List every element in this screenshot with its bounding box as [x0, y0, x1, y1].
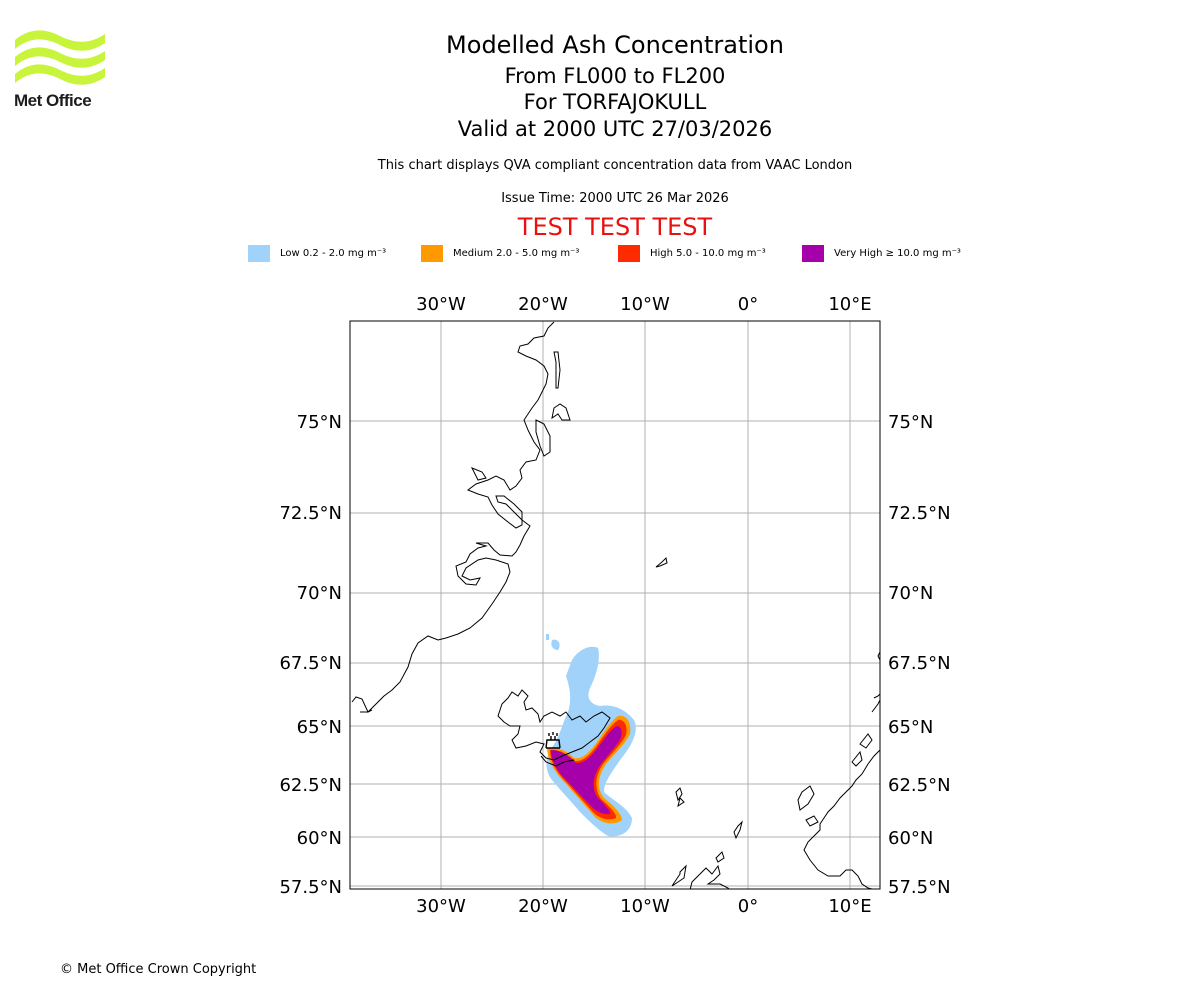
volcano-marker-icon — [545, 732, 561, 749]
lat-label-left-65n: 65°N — [297, 717, 342, 738]
lon-label-bottom-0: 0° — [738, 896, 758, 917]
legend-label-very-high: Very High ≥ 10.0 mg m⁻³ — [834, 248, 961, 259]
legend-item-low: Low 0.2 - 2.0 mg m⁻³ — [248, 245, 386, 262]
map-frame — [349, 320, 881, 890]
legend-label-medium: Medium 2.0 - 5.0 mg m⁻³ — [453, 248, 580, 259]
lat-label-left-57-5n: 57.5°N — [279, 877, 342, 898]
valid-time: Valid at 2000 UTC 27/03/2026 — [457, 117, 773, 141]
lat-label-left-75n: 75°N — [297, 412, 342, 433]
chart-description: This chart displays QVA compliant concen… — [377, 158, 853, 173]
lat-label-right-60n: 60°N — [888, 828, 933, 849]
lat-label-right-65n: 65°N — [888, 717, 933, 738]
lon-label-top-20w: 20°W — [518, 294, 568, 315]
ash-very-high-area — [551, 726, 622, 815]
test-banner: TEST TEST TEST — [517, 213, 713, 241]
coastlines — [351, 321, 880, 889]
lon-label-bottom-20w: 20°W — [518, 896, 568, 917]
lon-label-bottom-10w: 10°W — [620, 896, 670, 917]
map-gridlines — [350, 321, 880, 889]
lat-labels-right: 75°N 72.5°N 70°N 67.5°N 65°N 62.5°N 60°N… — [888, 412, 951, 898]
issue-time: Issue Time: 2000 UTC 26 Mar 2026 — [501, 191, 729, 206]
lat-label-left-70n: 70°N — [297, 583, 342, 604]
legend-label-low: Low 0.2 - 2.0 mg m⁻³ — [280, 248, 387, 259]
lat-label-left-72-5n: 72.5°N — [279, 503, 342, 524]
met-office-logo-text: Met Office — [14, 91, 92, 110]
lon-label-bottom-10e: 10°E — [828, 896, 871, 917]
legend-item-high: High 5.0 - 10.0 mg m⁻³ — [618, 245, 766, 262]
copyright-notice: © Met Office Crown Copyright — [60, 962, 257, 977]
lon-labels-bottom: 30°W 20°W 10°W 0° 10°E — [416, 896, 871, 917]
lon-label-top-30w: 30°W — [416, 294, 466, 315]
lat-label-right-62-5n: 62.5°N — [888, 775, 951, 796]
concentration-legend: Low 0.2 - 2.0 mg m⁻³ Medium 2.0 - 5.0 mg… — [0, 245, 1200, 265]
lat-label-left-60n: 60°N — [297, 828, 342, 849]
legend-swatch-high — [618, 245, 640, 262]
lat-labels-left: 75°N 72.5°N 70°N 67.5°N 65°N 62.5°N 60°N… — [279, 412, 342, 898]
legend-swatch-very-high — [802, 245, 824, 262]
chart-title: Modelled Ash Concentration — [446, 31, 784, 59]
flight-level-range: From FL000 to FL200 — [504, 64, 726, 88]
lat-label-left-62-5n: 62.5°N — [279, 775, 342, 796]
lon-label-bottom-30w: 30°W — [416, 896, 466, 917]
legend-item-medium: Medium 2.0 - 5.0 mg m⁻³ — [421, 245, 579, 262]
lon-labels-top: 30°W 20°W 10°W 0° 10°E — [416, 294, 871, 315]
legend-swatch-low — [248, 245, 270, 262]
legend-item-very-high: Very High ≥ 10.0 mg m⁻³ — [802, 245, 961, 262]
volcano-name: For TORFAJOKULL — [523, 90, 707, 114]
lat-label-right-67-5n: 67.5°N — [888, 653, 951, 674]
lat-label-right-70n: 70°N — [888, 583, 933, 604]
lat-label-right-57-5n: 57.5°N — [888, 877, 951, 898]
legend-label-high: High 5.0 - 10.0 mg m⁻³ — [650, 248, 766, 259]
lat-label-left-67-5n: 67.5°N — [279, 653, 342, 674]
lon-label-top-0: 0° — [738, 294, 758, 315]
legend-swatch-medium — [421, 245, 443, 262]
met-office-logo: Met Office — [14, 30, 108, 112]
lon-label-top-10e: 10°E — [828, 294, 871, 315]
lat-label-right-75n: 75°N — [888, 412, 933, 433]
lat-label-right-72-5n: 72.5°N — [888, 503, 951, 524]
lon-label-top-10w: 10°W — [620, 294, 670, 315]
met-office-waves-icon — [15, 30, 105, 85]
